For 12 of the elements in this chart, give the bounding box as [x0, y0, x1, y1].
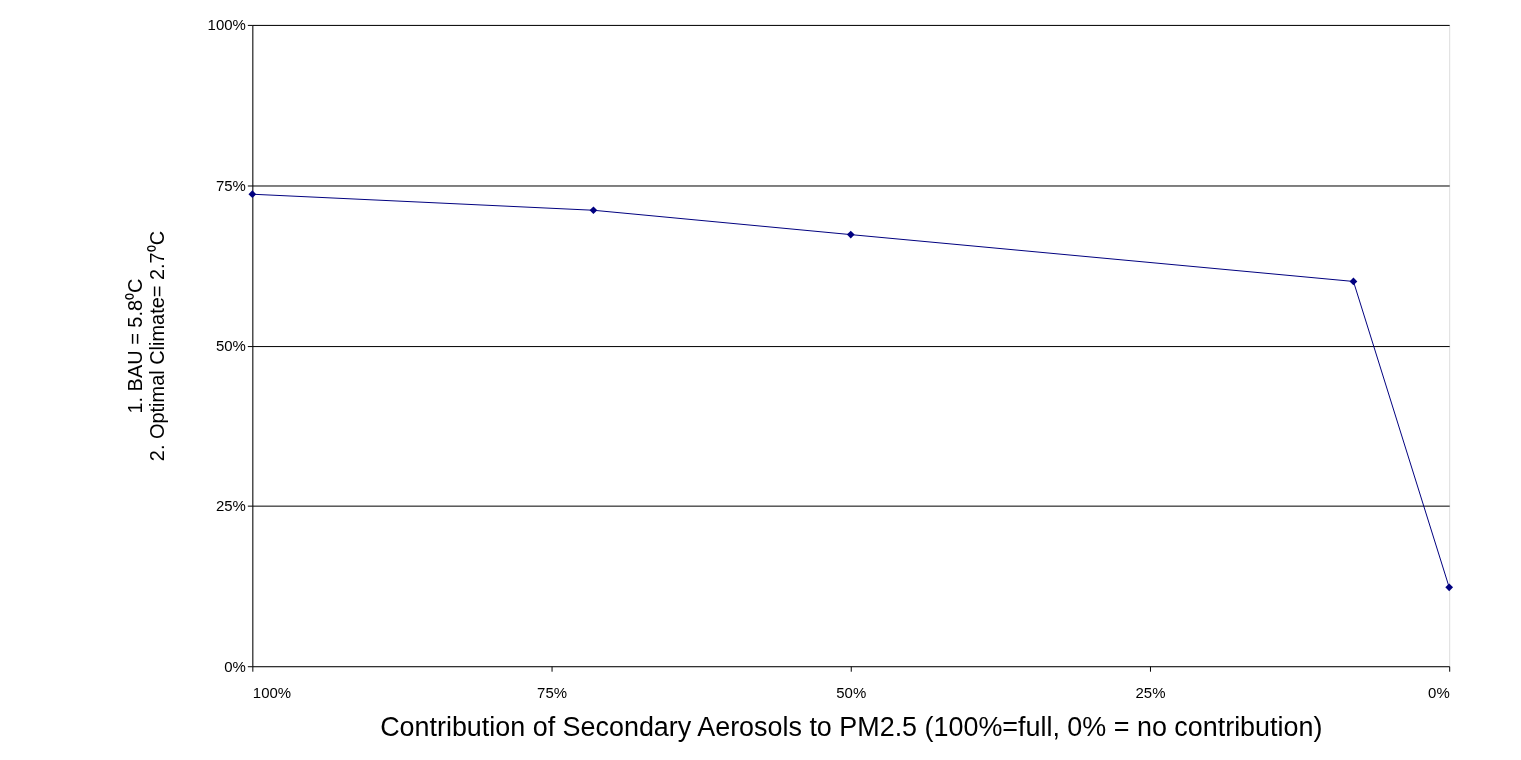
x-tick-label: 0% [1428, 683, 1450, 701]
x-tick-label: 50% [836, 683, 867, 701]
y-tick-label: 100% [207, 16, 246, 34]
y-tick-label: 75% [215, 176, 246, 194]
x-tick-label: 25% [1135, 683, 1166, 701]
y-axis-title: 1. BAU = 5.8⁰C 2. Optimal Climate= 2.7⁰C [123, 230, 168, 462]
x-axis-title: Contribution of Secondary Aerosols to PM2.5 (100%=full, 0% = no contribution) [380, 711, 1323, 742]
y-tick-label: 50% [215, 337, 246, 355]
y-tick-label: 0% [224, 657, 246, 675]
x-tick-label: 75% [537, 683, 568, 701]
x-tick-label: 100% [252, 683, 292, 701]
y-tick-label: 25% [215, 497, 246, 515]
